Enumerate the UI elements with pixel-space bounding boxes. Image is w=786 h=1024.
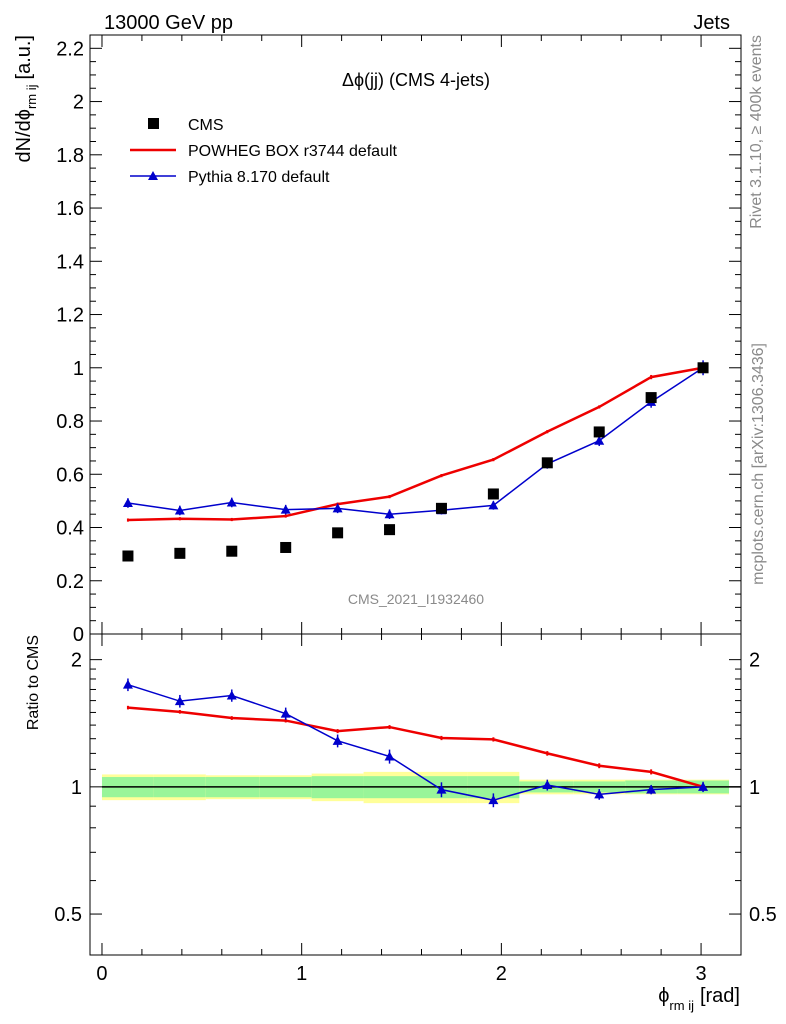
cms-point — [122, 550, 134, 562]
y-tick-label: 1 — [73, 358, 84, 380]
cms-point — [435, 502, 447, 514]
rivet-label: Rivet 3.1.10, ≥ 400k events — [748, 35, 765, 229]
cms-point — [487, 488, 499, 500]
y-tick-label: 1.2 — [56, 305, 84, 327]
svg-text:dN/dϕrm ij[a.u.]: dN/dϕrm ij [a.u.] — [13, 35, 39, 162]
ratio-pythia-point — [384, 751, 395, 761]
cms-point — [384, 524, 396, 536]
ratio-pythia-point — [280, 708, 291, 718]
pythia-point — [280, 504, 291, 514]
pythia-point — [384, 509, 395, 519]
header-left: 13000 GeV pp — [104, 12, 233, 34]
y-tick-label: 0.8 — [56, 411, 84, 433]
y-axis-label-unit: [a.u.] — [13, 35, 35, 79]
legend: CMS POWHEG BOX r3744 default Pythia 8.17… — [130, 117, 398, 186]
y-tick-label: 1.8 — [56, 145, 84, 167]
legend-powheg-label: POWHEG BOX r3744 default — [188, 143, 398, 160]
pythia-point — [488, 500, 499, 510]
ratio-pythia-point — [542, 780, 553, 790]
ratio-pythia-point — [332, 735, 343, 745]
ratio-pythia-line — [127, 683, 704, 801]
ratio-pythia-point — [436, 784, 447, 794]
ratio-y-tick-label: 0.5 — [54, 904, 82, 926]
cms-point — [645, 392, 657, 404]
ratio-pythia-point — [698, 781, 709, 791]
labels: 13000 GeV pp Jets Δϕ(jj) (CMS 4-jets) CM… — [13, 12, 767, 1013]
legend-cms-label: CMS — [188, 117, 224, 134]
pythia-point — [174, 505, 185, 515]
y-tick-label: 1.6 — [56, 198, 84, 220]
ratio-y-tick-label: 1 — [71, 777, 82, 799]
mcplots-label: mcplots.cern.ch [arXiv:1306.3436] — [750, 343, 767, 585]
ratio-pythia-point — [646, 784, 657, 794]
ratio-y-tick-label-right: 0.5 — [749, 904, 777, 926]
cms-point — [541, 457, 553, 469]
ratio-y-tick-label-right: 1 — [749, 777, 760, 799]
header-right: Jets — [693, 12, 730, 34]
y-tick-label: 2 — [73, 92, 84, 114]
ratio-panel: 0.5 0.5 1 1 2 2 0 1 2 3 — [54, 633, 777, 985]
ratio-pythia-point — [122, 679, 133, 689]
ratio-y-tick-label: 2 — [71, 650, 82, 672]
x-axis-label-main: ϕ — [658, 985, 669, 1007]
ratio-pythia-point — [226, 690, 237, 700]
y-tick-label: 2.2 — [56, 38, 84, 60]
ratio-frame-border — [89, 633, 742, 956]
ratio-pythia-point — [174, 696, 185, 706]
svg-text:ϕrm ij[rad]: ϕrm ij [rad] — [658, 985, 740, 1013]
x-axis-label-unit: [rad] — [700, 985, 740, 1007]
y-tick-label: 0.2 — [56, 571, 84, 593]
cms-point — [593, 426, 605, 438]
watermark: CMS_2021_I1932460 — [348, 591, 484, 607]
cms-point — [280, 541, 292, 553]
y-axis-label-main: dN/dϕ — [13, 109, 35, 162]
powheg-line — [127, 366, 704, 522]
legend-pythia-marker — [148, 171, 158, 180]
y-axis-label: dN/dϕrm ij [a.u.] — [13, 35, 39, 162]
y-tick-label: 0 — [73, 624, 84, 646]
y-tick-label: 1.4 — [56, 251, 84, 273]
top-panel: 0 0.2 0.4 0.6 0.8 1 1.2 1.4 1.6 1.8 2 2.2 — [56, 34, 742, 646]
pythia-line — [127, 367, 704, 515]
chart-title: Δϕ(jj) (CMS 4-jets) — [342, 70, 490, 90]
pythia-point — [122, 498, 133, 508]
cms-point — [332, 527, 344, 539]
legend-pythia-label: Pythia 8.170 default — [188, 169, 330, 186]
cms-point — [174, 547, 186, 559]
x-tick-label: 0 — [96, 963, 107, 985]
ratio-pythia-point — [488, 795, 499, 805]
x-tick-label: 3 — [695, 963, 706, 985]
ratio-axis-label: Ratio to CMS — [25, 635, 42, 730]
pythia-point — [226, 497, 237, 507]
legend-cms-marker — [148, 118, 159, 129]
y-tick-label: 0.4 — [56, 518, 84, 540]
y-tick-label: 0.6 — [56, 464, 84, 486]
pythia-point — [332, 503, 343, 513]
x-axis-label-sub: rm ij — [669, 998, 694, 1013]
cms-point — [697, 362, 709, 374]
x-tick-label: 1 — [296, 963, 307, 985]
ratio-y-tick-label-right: 2 — [749, 650, 760, 672]
pythia-point — [594, 435, 605, 445]
ratio-powheg-line — [127, 706, 704, 789]
y-axis-label-sub: rm ij — [24, 84, 39, 109]
x-tick-label: 2 — [496, 963, 507, 985]
cms-point — [226, 545, 238, 557]
ratio-pythia-point — [594, 789, 605, 799]
